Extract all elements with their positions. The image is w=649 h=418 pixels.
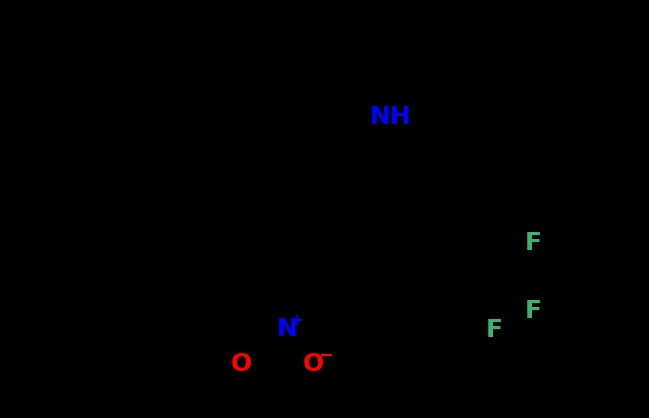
Text: F: F: [525, 231, 542, 255]
Text: F: F: [486, 319, 503, 342]
Text: O: O: [303, 352, 324, 376]
Text: −: −: [318, 347, 333, 365]
Text: F: F: [525, 299, 542, 323]
Text: O: O: [230, 352, 252, 376]
Text: +: +: [291, 314, 303, 329]
Text: NH: NH: [370, 105, 411, 129]
Text: N: N: [276, 317, 297, 341]
